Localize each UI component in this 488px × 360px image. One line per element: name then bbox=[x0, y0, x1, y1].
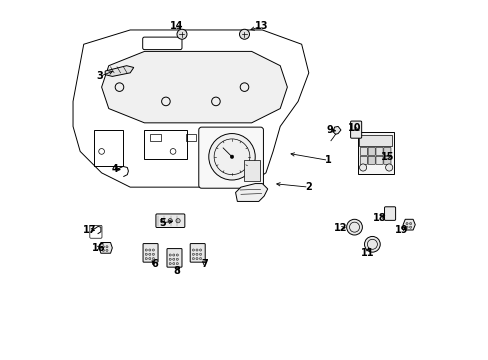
FancyBboxPatch shape bbox=[367, 148, 374, 156]
Circle shape bbox=[102, 249, 104, 251]
Circle shape bbox=[192, 249, 194, 251]
FancyBboxPatch shape bbox=[190, 244, 205, 262]
Circle shape bbox=[176, 219, 180, 223]
Circle shape bbox=[168, 219, 172, 223]
Circle shape bbox=[160, 219, 164, 223]
Text: 19: 19 bbox=[394, 225, 407, 235]
FancyBboxPatch shape bbox=[156, 214, 184, 228]
Bar bbox=[221, 134, 231, 141]
Circle shape bbox=[145, 257, 147, 260]
Circle shape bbox=[230, 155, 233, 158]
FancyBboxPatch shape bbox=[375, 157, 382, 164]
Circle shape bbox=[169, 262, 171, 265]
Circle shape bbox=[152, 249, 154, 251]
FancyBboxPatch shape bbox=[360, 148, 366, 156]
Circle shape bbox=[359, 164, 366, 171]
Circle shape bbox=[405, 226, 407, 228]
Text: 11: 11 bbox=[360, 248, 374, 258]
Circle shape bbox=[176, 258, 178, 260]
Circle shape bbox=[148, 257, 151, 260]
Circle shape bbox=[196, 253, 198, 255]
Circle shape bbox=[152, 253, 154, 255]
PathPatch shape bbox=[105, 66, 134, 76]
FancyBboxPatch shape bbox=[357, 132, 393, 174]
Text: 15: 15 bbox=[381, 152, 394, 162]
Circle shape bbox=[169, 254, 171, 256]
Circle shape bbox=[106, 249, 108, 251]
Text: 13: 13 bbox=[254, 21, 268, 31]
Text: 18: 18 bbox=[373, 212, 386, 222]
Circle shape bbox=[364, 237, 380, 252]
Circle shape bbox=[239, 29, 249, 39]
Text: 6: 6 bbox=[151, 259, 158, 269]
FancyBboxPatch shape bbox=[383, 157, 390, 164]
Circle shape bbox=[145, 249, 147, 251]
PathPatch shape bbox=[102, 51, 287, 123]
Text: 3: 3 bbox=[96, 71, 103, 81]
Circle shape bbox=[192, 253, 194, 255]
Circle shape bbox=[199, 257, 201, 260]
Circle shape bbox=[196, 249, 198, 251]
Text: 12: 12 bbox=[333, 223, 347, 233]
FancyBboxPatch shape bbox=[360, 157, 366, 164]
FancyBboxPatch shape bbox=[367, 157, 374, 164]
FancyBboxPatch shape bbox=[375, 148, 382, 156]
PathPatch shape bbox=[235, 184, 267, 202]
Circle shape bbox=[177, 29, 186, 39]
Text: 17: 17 bbox=[83, 225, 97, 235]
Circle shape bbox=[176, 254, 178, 256]
Circle shape bbox=[196, 257, 198, 260]
Circle shape bbox=[176, 262, 178, 265]
Bar bbox=[149, 134, 160, 141]
FancyBboxPatch shape bbox=[198, 127, 263, 188]
Circle shape bbox=[148, 249, 151, 251]
Circle shape bbox=[408, 222, 411, 225]
Circle shape bbox=[145, 253, 147, 255]
Circle shape bbox=[208, 134, 255, 180]
Circle shape bbox=[172, 262, 175, 265]
Circle shape bbox=[148, 253, 151, 255]
Circle shape bbox=[346, 219, 362, 235]
Text: 16: 16 bbox=[92, 243, 105, 253]
PathPatch shape bbox=[402, 219, 414, 230]
Text: 1: 1 bbox=[325, 156, 331, 165]
Text: 14: 14 bbox=[169, 21, 183, 31]
Circle shape bbox=[408, 226, 411, 228]
Circle shape bbox=[192, 257, 194, 260]
Bar bbox=[185, 134, 196, 141]
PathPatch shape bbox=[332, 126, 340, 134]
FancyBboxPatch shape bbox=[384, 207, 395, 220]
Circle shape bbox=[385, 164, 392, 171]
Circle shape bbox=[405, 222, 407, 225]
Circle shape bbox=[199, 249, 201, 251]
Text: 2: 2 bbox=[305, 182, 311, 192]
FancyBboxPatch shape bbox=[166, 249, 182, 267]
Circle shape bbox=[199, 253, 201, 255]
PathPatch shape bbox=[99, 243, 112, 253]
Circle shape bbox=[172, 258, 175, 260]
Circle shape bbox=[169, 258, 171, 260]
FancyBboxPatch shape bbox=[383, 148, 390, 156]
Circle shape bbox=[106, 246, 108, 248]
Text: 7: 7 bbox=[202, 259, 208, 269]
Circle shape bbox=[172, 254, 175, 256]
Text: 4: 4 bbox=[112, 164, 118, 174]
Text: 9: 9 bbox=[326, 125, 333, 135]
FancyBboxPatch shape bbox=[350, 121, 361, 138]
Circle shape bbox=[152, 257, 154, 260]
FancyBboxPatch shape bbox=[358, 135, 391, 146]
Circle shape bbox=[102, 246, 104, 248]
Text: 10: 10 bbox=[347, 123, 361, 133]
FancyBboxPatch shape bbox=[244, 159, 259, 181]
Text: 8: 8 bbox=[173, 266, 180, 276]
FancyBboxPatch shape bbox=[143, 244, 158, 262]
Text: 5: 5 bbox=[159, 218, 165, 228]
